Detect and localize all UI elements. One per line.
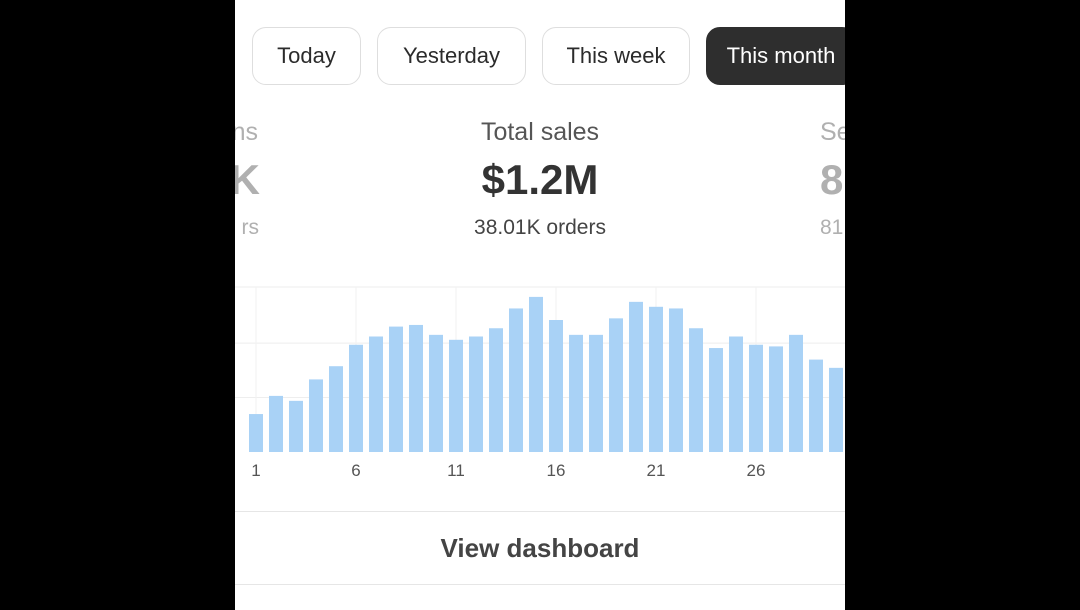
chart-bar-day-9 bbox=[409, 324, 423, 452]
range-tab-this-week[interactable]: This week bbox=[542, 27, 690, 85]
chart-bar-day-1 bbox=[249, 414, 263, 452]
chart-bar-day-29 bbox=[809, 359, 823, 452]
chart-bar-day-23 bbox=[689, 328, 703, 452]
range-tab-today[interactable]: Today bbox=[252, 27, 361, 85]
chart-bar-day-8 bbox=[389, 326, 403, 452]
prev-stat-title: ns bbox=[235, 118, 258, 146]
divider-top bbox=[235, 511, 845, 512]
chart-bar-day-3 bbox=[289, 400, 303, 452]
chart-bar-day-14 bbox=[509, 308, 523, 452]
chart-bar-day-13 bbox=[489, 328, 503, 452]
chart-bar-day-22 bbox=[669, 308, 683, 452]
chart-bar-day-21 bbox=[649, 306, 663, 452]
prev-stat-value: K bbox=[235, 156, 260, 203]
chart-bar-day-26 bbox=[749, 344, 763, 452]
chart-bar-day-24 bbox=[709, 348, 723, 452]
chart-bar-day-27 bbox=[769, 346, 783, 452]
chart-x-tick-label: 6 bbox=[351, 461, 360, 480]
total-orders-count: 38.01K orders bbox=[474, 216, 606, 239]
chart-bar-day-5 bbox=[329, 366, 343, 452]
next-stat-value: 8 bbox=[820, 156, 844, 203]
chart-bar-day-18 bbox=[589, 334, 603, 452]
chart-x-tick-label: 16 bbox=[547, 461, 566, 480]
chart-bar-day-7 bbox=[369, 336, 383, 452]
chart-bar-day-2 bbox=[269, 395, 283, 452]
letterbox-left bbox=[0, 0, 235, 610]
chart-bar-day-15 bbox=[529, 296, 543, 452]
range-tab-yesterday[interactable]: Yesterday bbox=[377, 27, 526, 85]
chart-x-tick-label: 26 bbox=[747, 461, 766, 480]
sales-summary-card: Today Yesterday This week This month ns … bbox=[235, 0, 845, 610]
chart-bar-day-11 bbox=[449, 339, 463, 452]
chart-x-tick-label: 11 bbox=[447, 461, 465, 480]
chart-x-tick-label: 21 bbox=[647, 461, 666, 480]
chart-x-tick-label: 1 bbox=[251, 461, 260, 480]
view-dashboard-button[interactable]: View dashboard bbox=[440, 532, 640, 563]
chart-bar-day-17 bbox=[569, 334, 583, 452]
total-sales-value: $1.2M bbox=[481, 156, 599, 203]
total-sales-title: Total sales bbox=[480, 118, 600, 146]
chart-bar-day-25 bbox=[729, 336, 743, 452]
chart-bar-day-6 bbox=[349, 344, 363, 452]
chart-bar-day-4 bbox=[309, 379, 323, 452]
next-stat-sub: 81 bbox=[820, 216, 844, 239]
next-stat-title: Se bbox=[820, 118, 845, 146]
range-tab-this-month[interactable]: This month bbox=[706, 27, 845, 85]
divider-bottom bbox=[235, 584, 845, 585]
chart-bar-day-10 bbox=[429, 334, 443, 452]
letterbox-right bbox=[845, 0, 1080, 610]
chart-bar-day-30 bbox=[829, 367, 843, 452]
chart-bar-day-28 bbox=[789, 334, 803, 452]
prev-stat-sub: rs bbox=[241, 216, 260, 239]
chart-bar-day-20 bbox=[629, 301, 643, 452]
daily-sales-bar-chart: 1 6 11 16 21 26 bbox=[235, 286, 845, 480]
chart-bar-day-16 bbox=[549, 320, 563, 452]
chart-bar-day-12 bbox=[469, 336, 483, 452]
chart-bar-day-19 bbox=[609, 318, 623, 452]
